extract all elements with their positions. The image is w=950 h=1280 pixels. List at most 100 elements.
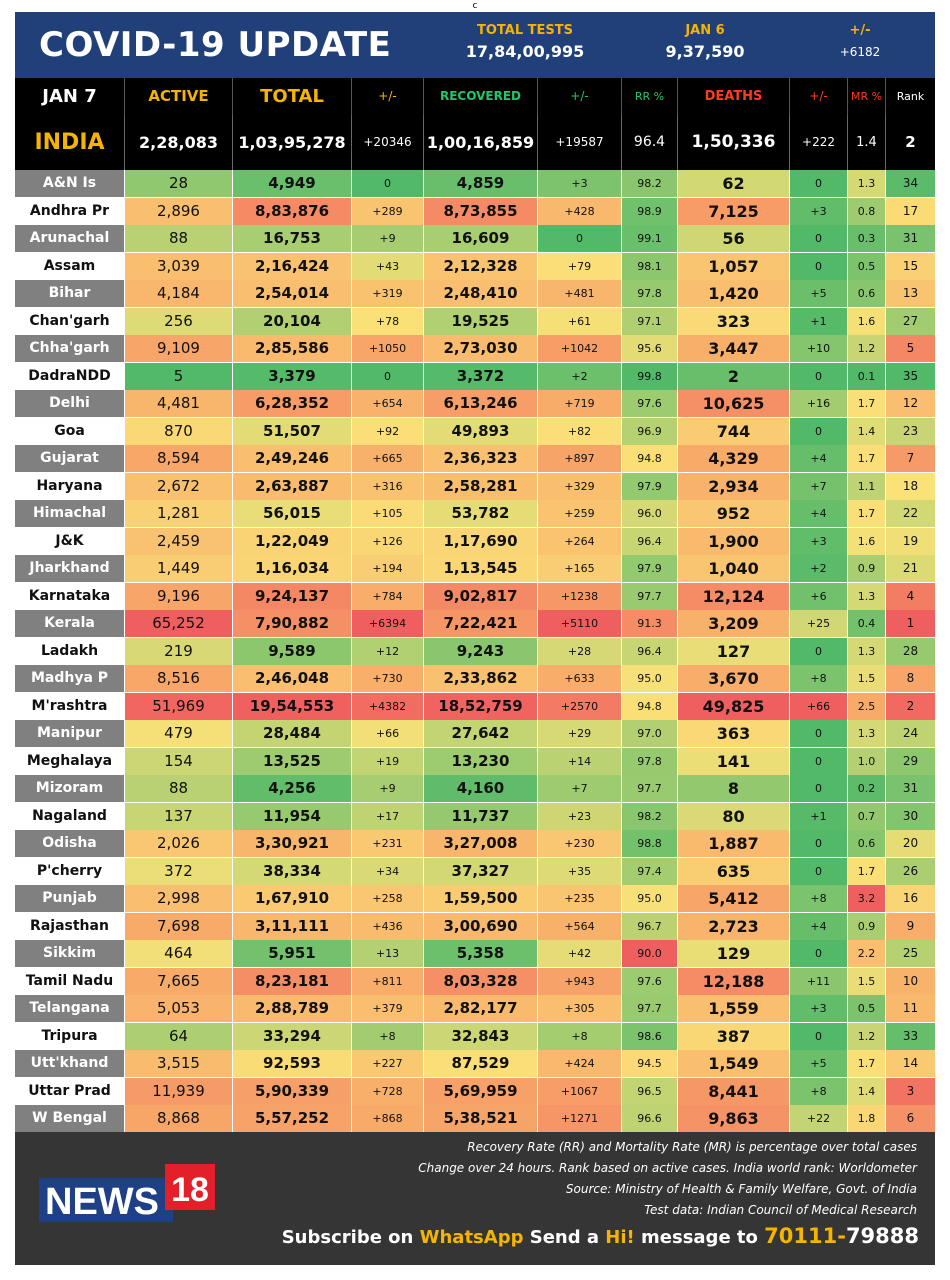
active-cell: 1,281 [125,500,233,527]
total-change-cell: +654 [352,390,424,417]
mr-cell: 1.6 [848,307,886,335]
state-table: A&N Is 28 4,949 0 4,859 +3 98.2 62 0 1.3 34 Andhra … [15,170,935,1132]
recovered-change-cell: +2570 [538,692,622,720]
active-cell: 219 [125,637,233,665]
table-row: DadraNDD 5 3,379 0 3,372 +2 99.8 2 0 0.1 35 [15,362,935,390]
recovered-change-cell: +3 [538,170,622,197]
total-cell: 2,88,789 [233,995,352,1022]
rr-cell: 96.6 [622,1105,678,1132]
deaths-cell: 1,420 [678,280,790,307]
table-row: Chan'garh 256 20,104 +78 19,525 +61 97.1 323 +1 1… [15,307,935,335]
active-cell: 8,516 [125,665,233,692]
recovered-cell: 2,12,328 [424,252,538,280]
logo-text: NEWS [45,1181,159,1223]
deaths-cell: 8 [678,775,790,802]
state-name: DadraNDD [15,362,125,390]
mr-cell: 1.7 [848,390,886,417]
active-cell: 4,481 [125,390,233,417]
india-name: INDIA [15,115,125,170]
india-recovered-change: +19587 [538,115,622,170]
rank-cell: 21 [886,555,935,582]
deaths-change-cell: 0 [790,225,848,252]
rank-cell: 5 [886,335,935,362]
table-row: Karnataka 9,196 9,24,137 +784 9,02,817 +1238 9… [15,582,935,610]
state-name: Jharkhand [15,555,125,582]
recovered-change-cell: +329 [538,472,622,500]
rr-cell: 97.8 [622,747,678,775]
rank-cell: 8 [886,665,935,692]
recovered-change-cell: +23 [538,802,622,830]
deaths-cell: 56 [678,225,790,252]
recovered-cell: 11,737 [424,802,538,830]
state-name: P'cherry [15,857,125,885]
mr-cell: 1.3 [848,582,886,610]
subscribe-prefix: Subscribe on [281,1227,420,1248]
recovered-cell: 2,58,281 [424,472,538,500]
total-cell: 51,507 [233,417,352,445]
deaths-change-cell: +3 [790,527,848,555]
deaths-change-cell: 0 [790,417,848,445]
recovered-cell: 2,82,177 [424,995,538,1022]
total-cell: 5,57,252 [233,1105,352,1132]
deaths-change-cell: +8 [790,665,848,692]
state-name: Manipur [15,720,125,747]
total-cell: 28,484 [233,720,352,747]
active-cell: 479 [125,720,233,747]
active-cell: 3,039 [125,252,233,280]
state-name: A&N Is [15,170,125,197]
state-name: Meghalaya [15,747,125,775]
mr-cell: 1.2 [848,335,886,362]
mr-cell: 0.9 [848,555,886,582]
news18-logo: NEWS 18 [39,1164,215,1223]
total-cell: 20,104 [233,307,352,335]
deaths-cell: 9,863 [678,1105,790,1132]
table-row: Goa 870 51,507 +92 49,893 +82 96.9 744 0 1.4 23 [15,417,935,445]
state-name: Nagaland [15,802,125,830]
recovered-change-cell: +719 [538,390,622,417]
deaths-change-cell: +5 [790,1050,848,1077]
rr-cell: 97.6 [622,967,678,995]
mr-cell: 2.2 [848,940,886,967]
india-total-row: INDIA 2,28,083 1,03,95,278 +20346 1,00,1… [15,115,935,170]
rank-cell: 18 [886,472,935,500]
col-rank: Rank [896,90,925,103]
rank-cell: 24 [886,720,935,747]
state-name: Chha'garh [15,335,125,362]
col-total-change: +/- [352,78,424,115]
active-cell: 3,515 [125,1050,233,1077]
state-name: Tamil Nadu [15,967,125,995]
rr-cell: 97.4 [622,857,678,885]
recovered-change-cell: +29 [538,720,622,747]
state-name: M'rashtra [15,692,125,720]
deaths-cell: 323 [678,307,790,335]
table-row: Assam 3,039 2,16,424 +43 2,12,328 +79 98.1 1,05… [15,252,935,280]
mr-cell: 1.5 [848,967,886,995]
total-change-cell: +436 [352,912,424,940]
total-cell: 9,24,137 [233,582,352,610]
deaths-change-cell: 0 [790,830,848,857]
mr-cell: 1.7 [848,1050,886,1077]
rank-cell: 16 [886,885,935,912]
deaths-change-cell: +10 [790,335,848,362]
rr-cell: 94.8 [622,692,678,720]
india-recovered: 1,00,16,859 [424,115,538,170]
recovered-cell: 6,13,246 [424,390,538,417]
deaths-cell: 1,900 [678,527,790,555]
total-change-cell: +194 [352,555,424,582]
recovered-cell: 8,73,855 [424,197,538,225]
active-cell: 7,698 [125,912,233,940]
state-name: Gujarat [15,445,125,472]
total-change-cell: 0 [352,170,424,197]
table-header: JAN 7 ACTIVE TOTAL +/- RECOVERED +/- RR … [15,78,935,115]
rank-cell: 34 [886,170,935,197]
table-row: Ladakh 219 9,589 +12 9,243 +28 96.4 127 0 1.3 28 [15,637,935,665]
recovered-change-cell: +5110 [538,610,622,637]
rank-cell: 31 [886,225,935,252]
active-cell: 88 [125,225,233,252]
rr-cell: 91.3 [622,610,678,637]
total-cell: 92,593 [233,1050,352,1077]
mr-cell: 0.6 [848,280,886,307]
total-cell: 2,49,246 [233,445,352,472]
deaths-change-cell: +4 [790,445,848,472]
deaths-cell: 5,412 [678,885,790,912]
